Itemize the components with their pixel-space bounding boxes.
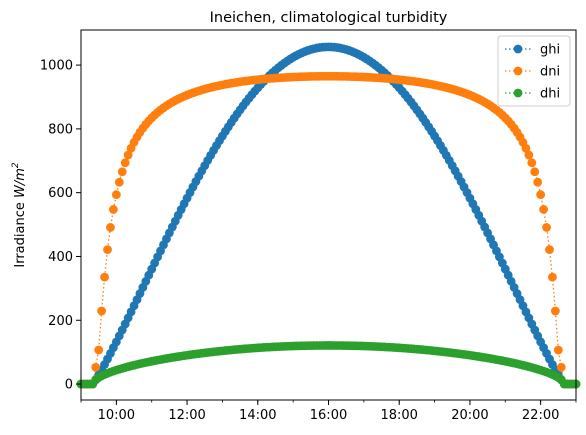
series-dhi [76, 341, 581, 389]
series-dni-point [539, 205, 548, 214]
series-dni-point [533, 177, 543, 187]
legend-marker [513, 44, 523, 54]
series-dni-line [81, 75, 576, 385]
series-dni-point [530, 167, 540, 177]
series-dni-point [120, 158, 130, 168]
y-axis: 0 200 400 600 800 1000 [40, 59, 81, 393]
series-dni-point [100, 272, 109, 282]
legend: ghi dni dhi [497, 35, 571, 107]
x-tick-label: 20:00 [451, 408, 488, 423]
y-tick-label: 600 [48, 186, 73, 201]
y-tick-label: 800 [48, 122, 73, 137]
series-dni-point [114, 177, 124, 187]
series-dni-point [97, 306, 107, 316]
series-dni-point [545, 245, 554, 254]
x-tick-label: 12:00 [168, 408, 205, 423]
legend-item-dni: dni [505, 65, 560, 80]
series-dni-point [123, 150, 133, 160]
legend-item-dhi: dhi [505, 87, 560, 102]
series-dni-point [94, 345, 104, 355]
x-tick-label: 10:00 [98, 408, 135, 423]
y-tick-label: 200 [48, 314, 73, 329]
series-dni-point [524, 150, 534, 160]
x-tick-label: 14:00 [239, 408, 276, 423]
y-axis-label-exponent: 2 [11, 162, 21, 168]
x-axis: 10:00 12:00 14:00 16:00 18:00 20:00 22:00 [80, 400, 577, 423]
legend-item-ghi: ghi [505, 43, 560, 58]
y-axis-label-text: Irradiance [13, 202, 28, 267]
x-tick-label: 22:00 [522, 408, 559, 423]
series-dni-point [556, 362, 566, 372]
series-dni-point [553, 345, 563, 355]
series-dni-point [527, 158, 537, 168]
series-dni-point [106, 223, 115, 232]
legend-label: dhi [540, 87, 560, 102]
series-dni [76, 71, 581, 389]
y-axis-label: Irradiance W/m2 [11, 162, 28, 268]
series-dni-point [542, 223, 551, 232]
y-axis-label-unit: W/m [13, 168, 28, 198]
legend-label: dni [540, 65, 560, 80]
y-tick-label: 1000 [40, 59, 73, 74]
series-dni-point [521, 143, 531, 153]
chart-title: Ineichen, climatological turbidity [210, 10, 448, 26]
series-dni-point [536, 190, 546, 200]
x-tick-label: 18:00 [380, 408, 417, 423]
y-tick-label: 400 [48, 250, 73, 265]
series-dni-point [109, 205, 118, 214]
series-layer [76, 42, 581, 389]
series-dni-point [548, 272, 557, 282]
legend-frame [497, 35, 571, 107]
legend-marker [513, 88, 523, 98]
series-dni-point [550, 306, 560, 316]
series-dni-point [103, 245, 112, 254]
series-dni-point [111, 190, 121, 200]
series-dni-point [91, 362, 101, 372]
legend-label: ghi [540, 43, 560, 58]
series-dni-point [117, 167, 127, 177]
legend-marker [513, 66, 523, 76]
y-tick-label: 0 [65, 378, 73, 393]
x-tick-label: 16:00 [310, 408, 347, 423]
